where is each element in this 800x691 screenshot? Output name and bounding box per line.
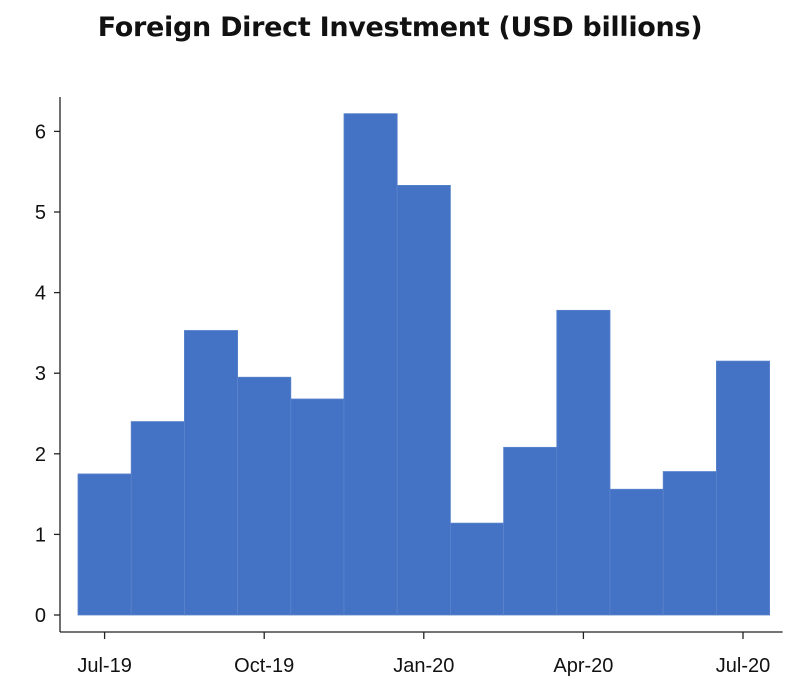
y-tick-label-0: 0: [35, 605, 46, 627]
x-tick-label-Jul-19: Jul-19: [77, 655, 131, 677]
chart-title: Foreign Direct Investment (USD billions): [97, 12, 703, 43]
bar-Apr-20: [556, 309, 611, 616]
bar-Jan-20: [396, 184, 451, 616]
bar-Jul-19: [77, 473, 132, 616]
y-axis: 0 1 2 3 4 5 6: [35, 97, 61, 632]
x-tick-label-Jul-20: Jul-20: [716, 655, 770, 677]
x-tick-label-Apr-20: Apr-20: [553, 655, 613, 677]
bar-Dec-19: [343, 113, 398, 616]
bars-group: [77, 113, 771, 616]
bar-Sep-19: [183, 330, 238, 616]
y-tick-label-2: 2: [35, 444, 46, 466]
bar-Jun-20: [662, 471, 717, 616]
bar-Oct-19: [237, 376, 292, 616]
y-tick-label-4: 4: [35, 283, 46, 305]
x-axis: Jul-19 Oct-19 Jan-20 Apr-20 Jul-20: [60, 631, 783, 677]
y-tick-label-1: 1: [35, 524, 46, 546]
x-tick-label-Oct-19: Oct-19: [234, 655, 294, 677]
y-tick-label-6: 6: [35, 121, 46, 143]
bar-Feb-20: [449, 522, 504, 616]
bar-Mar-20: [503, 446, 558, 616]
y-tick-label-3: 3: [35, 363, 46, 385]
bar-Nov-19: [290, 398, 345, 616]
x-tick-label-Jan-20: Jan-20: [393, 655, 454, 677]
y-tick-label-5: 5: [35, 202, 46, 224]
bar-Jul-20: [716, 360, 771, 616]
bar-Aug-19: [130, 421, 185, 616]
bar-May-20: [609, 488, 664, 616]
